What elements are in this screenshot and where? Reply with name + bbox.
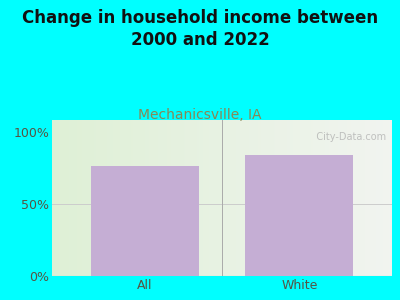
Text: City-Data.com: City-Data.com	[307, 132, 386, 142]
Bar	[91, 166, 199, 276]
Text: Change in household income between
2000 and 2022: Change in household income between 2000 …	[22, 9, 378, 49]
Text: Mechanicsville, IA: Mechanicsville, IA	[138, 108, 262, 122]
Bar	[245, 155, 353, 276]
